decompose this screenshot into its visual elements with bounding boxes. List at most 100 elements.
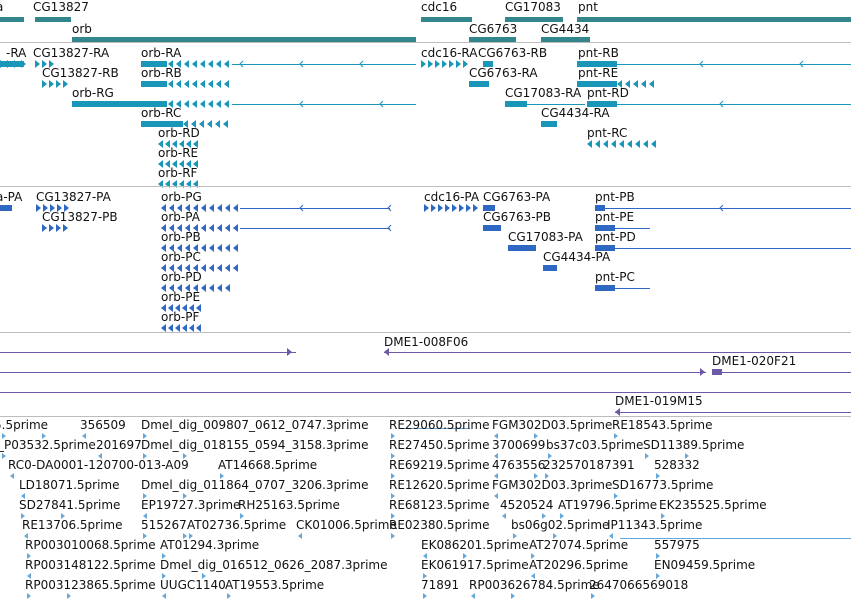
feature-label[interactable]: EK061917.5prime xyxy=(421,558,529,572)
strand-arrow[interactable] xyxy=(161,304,166,312)
strand-arrow[interactable] xyxy=(27,593,31,599)
feature-bar[interactable] xyxy=(712,369,722,375)
feature-label[interactable]: 557975 xyxy=(654,538,700,552)
intron-line[interactable] xyxy=(0,352,296,353)
feature-label[interactable]: 2647066569018 xyxy=(589,578,689,592)
feature-label[interactable]: pnt-RE xyxy=(578,66,619,80)
strand-arrow[interactable] xyxy=(186,160,191,168)
strand-arrow[interactable] xyxy=(162,573,166,579)
feature-label[interactable]: orb-PD xyxy=(161,270,202,284)
feature-label[interactable]: AT14668.5prime xyxy=(218,458,318,472)
strand-arrow[interactable] xyxy=(225,204,230,212)
strand-arrow[interactable] xyxy=(548,453,552,459)
feature-label[interactable]: _P03532.5prime xyxy=(0,438,96,452)
feature-label[interactable]: RP003148122.5prime xyxy=(25,558,156,572)
strand-arrow[interactable] xyxy=(643,140,648,148)
intron-line[interactable] xyxy=(384,352,851,353)
strand-arrow[interactable] xyxy=(185,284,190,292)
strand-arrow[interactable] xyxy=(224,60,229,68)
feature-bar[interactable] xyxy=(141,81,167,87)
strand-arrow[interactable] xyxy=(192,80,197,88)
strand-arrow[interactable] xyxy=(534,473,538,479)
strand-arrow[interactable] xyxy=(184,60,189,68)
strand-arrow[interactable] xyxy=(595,140,600,148)
strand-arrow[interactable] xyxy=(220,473,224,479)
strand-arrow[interactable] xyxy=(161,204,166,212)
strand-arrow[interactable] xyxy=(189,533,193,539)
strand-arrow[interactable] xyxy=(438,204,443,212)
feature-bar[interactable] xyxy=(595,205,605,211)
strand-arrow[interactable] xyxy=(169,224,174,232)
strand-arrow[interactable] xyxy=(494,433,498,439)
intron-line[interactable] xyxy=(722,372,851,373)
strand-arrow[interactable] xyxy=(452,204,457,212)
feature-label[interactable]: orb-PG xyxy=(161,190,202,204)
strand-arrow[interactable] xyxy=(161,224,166,232)
strand-arrow[interactable] xyxy=(49,224,54,232)
feature-label[interactable]: orb-PA xyxy=(161,210,200,224)
feature-label[interactable]: orb-RC xyxy=(141,106,182,120)
feature-label[interactable]: orb-RB xyxy=(141,66,182,80)
strand-arrow[interactable] xyxy=(700,368,705,376)
strand-arrow[interactable] xyxy=(645,453,649,459)
strand-arrow[interactable] xyxy=(656,573,660,579)
feature-label[interactable]: FGM302D03.3prime xyxy=(492,478,613,492)
feature-label[interactable]: pnt xyxy=(578,0,598,14)
strand-arrow[interactable] xyxy=(193,204,198,212)
feature-bar[interactable] xyxy=(595,245,615,251)
strand-arrow[interactable] xyxy=(61,513,65,519)
intron-line[interactable] xyxy=(232,64,416,65)
strand-chevron[interactable] xyxy=(299,100,304,108)
feature-label[interactable]: CG6763-RB xyxy=(478,46,548,60)
strand-arrow[interactable] xyxy=(466,204,471,212)
strand-arrow[interactable] xyxy=(50,204,55,212)
strand-arrow[interactable] xyxy=(384,348,389,356)
strand-arrow[interactable] xyxy=(169,264,174,272)
strand-arrow[interactable] xyxy=(391,433,395,439)
strand-arrow[interactable] xyxy=(217,224,222,232)
strand-arrow[interactable] xyxy=(200,80,205,88)
feature-bar[interactable] xyxy=(0,17,24,22)
feature-label[interactable]: SD27841.5prime xyxy=(19,498,121,512)
feature-bar[interactable] xyxy=(0,61,24,67)
feature-label[interactable]: CG4434-PA xyxy=(543,250,611,264)
strand-arrow[interactable] xyxy=(463,60,468,68)
strand-arrow[interactable] xyxy=(183,533,187,539)
strand-arrow[interactable] xyxy=(545,473,549,479)
strand-arrow[interactable] xyxy=(615,408,620,416)
feature-label[interactable]: RE13706.5prime xyxy=(22,518,123,532)
feature-bar[interactable] xyxy=(35,17,71,22)
strand-arrow[interactable] xyxy=(162,553,166,559)
strand-arrow[interactable] xyxy=(208,60,213,68)
feature-label[interactable]: 232570187391 xyxy=(543,458,635,472)
feature-label[interactable]: 4763556 xyxy=(492,458,546,472)
strand-arrow[interactable] xyxy=(42,80,47,88)
strand-chevron[interactable] xyxy=(719,204,724,212)
feature-label[interactable]: DME1-019M15 xyxy=(615,394,703,408)
feature-label[interactable]: Dmel_dig_018155_0594_3158.3prime xyxy=(141,438,369,452)
strand-arrow[interactable] xyxy=(189,324,194,332)
feature-label[interactable]: pnt-PB xyxy=(595,190,635,204)
feature-label[interactable]: RE12620.5prime xyxy=(389,478,490,492)
strand-arrow[interactable] xyxy=(177,244,182,252)
strand-arrow[interactable] xyxy=(649,80,654,88)
feature-label[interactable]: RE68123.5prime xyxy=(389,498,490,512)
strand-chevron[interactable] xyxy=(379,100,384,108)
strand-arrow[interactable] xyxy=(177,224,182,232)
strand-arrow[interactable] xyxy=(208,80,213,88)
feature-label[interactable]: RP003123865.5prime xyxy=(25,578,156,592)
strand-arrow[interactable] xyxy=(172,140,177,148)
feature-label[interactable]: a-PA xyxy=(0,190,23,204)
feature-label[interactable]: AT20296.5prime xyxy=(529,558,629,572)
strand-arrow[interactable] xyxy=(233,204,238,212)
feature-label[interactable]: CG13827-RB xyxy=(42,66,119,80)
strand-arrow[interactable] xyxy=(165,140,170,148)
strand-arrow[interactable] xyxy=(617,80,622,88)
strand-arrow[interactable] xyxy=(225,224,230,232)
feature-label[interactable]: EN09459.5prime xyxy=(654,558,756,572)
feature-label[interactable]: 201697 xyxy=(96,438,142,452)
strand-arrow[interactable] xyxy=(186,140,191,148)
strand-arrow[interactable] xyxy=(176,100,181,108)
strand-arrow[interactable] xyxy=(225,284,230,292)
strand-arrow[interactable] xyxy=(169,284,174,292)
